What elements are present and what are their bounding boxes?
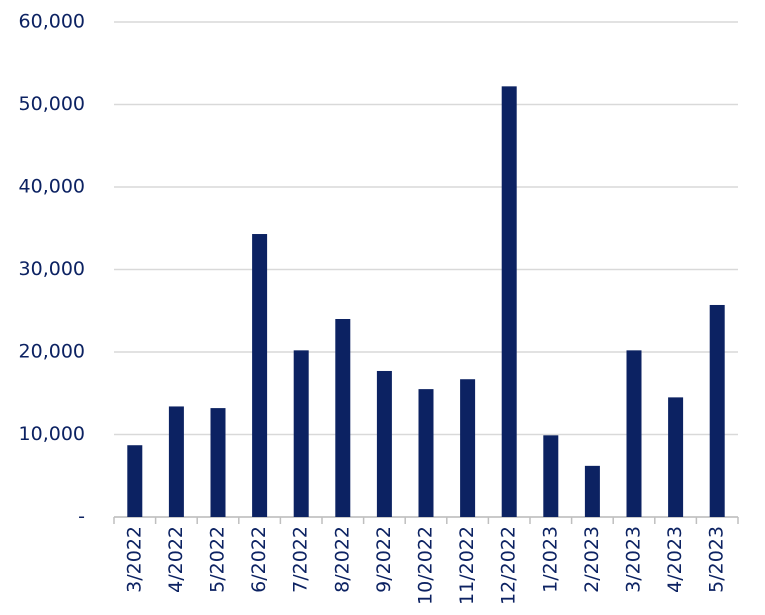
bar (376, 370, 392, 517)
bar (543, 435, 559, 517)
x-tick-label: 12/2022 (498, 526, 520, 605)
x-tick-label: 4/2022 (165, 526, 187, 593)
x-tick-label: 5/2022 (207, 526, 229, 593)
x-tick-label: 5/2023 (706, 526, 728, 593)
bar (293, 350, 309, 517)
bar (252, 234, 268, 517)
bar (709, 304, 725, 517)
y-tick-label: - (78, 506, 85, 528)
bar (668, 397, 684, 517)
x-tick-label: 3/2022 (123, 526, 145, 593)
y-tick-label: 30,000 (19, 258, 85, 280)
y-tick-label: 10,000 (19, 423, 85, 445)
bar (127, 445, 143, 517)
x-tick-label: 10/2022 (415, 526, 437, 605)
y-tick-label: 50,000 (19, 93, 85, 115)
bar (626, 350, 642, 517)
bar (460, 379, 476, 517)
bar (501, 86, 517, 517)
x-tick-label: 8/2022 (331, 526, 353, 593)
x-tick-label: 3/2023 (623, 526, 645, 593)
bar (210, 408, 226, 517)
x-tick-label: 11/2022 (456, 526, 478, 605)
bar (584, 465, 600, 517)
y-tick-label: 60,000 (19, 11, 85, 33)
x-tick-label: 9/2022 (373, 526, 395, 593)
x-tick-label: 1/2023 (539, 526, 561, 593)
x-tick-label: 4/2023 (664, 526, 686, 593)
y-tick-label: 40,000 (19, 176, 85, 198)
y-tick-label: 20,000 (19, 341, 85, 363)
x-tick-label: 7/2022 (290, 526, 312, 593)
bar (335, 319, 351, 517)
x-tick-label: 6/2022 (248, 526, 270, 593)
bar (418, 389, 434, 517)
x-tick-label: 2/2023 (581, 526, 603, 593)
bar (168, 406, 184, 517)
